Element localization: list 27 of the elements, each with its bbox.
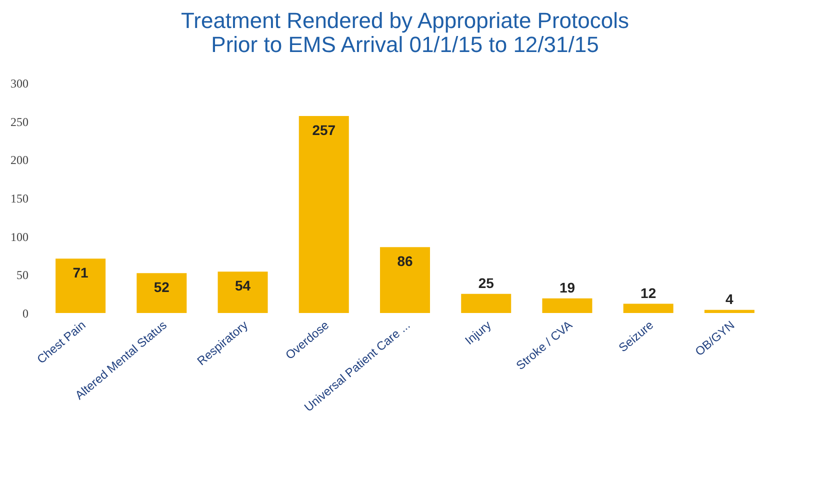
data-label: 52 [154, 279, 170, 296]
bar [704, 310, 754, 313]
bar [380, 247, 430, 313]
bar [298, 116, 349, 313]
y-tick-label: 100 [10, 230, 28, 244]
y-tick-label: 250 [10, 114, 28, 129]
text: Treatment Rendered by Appropriate Protocols [181, 8, 629, 33]
data-label: 25 [478, 274, 494, 291]
data-label: 257 [312, 122, 336, 138]
data-label: 12 [640, 284, 656, 301]
bar [461, 294, 512, 313]
data-label: 54 [234, 278, 251, 294]
bar [136, 273, 187, 313]
bar [542, 298, 592, 313]
data-label: 4 [726, 290, 734, 307]
y-tick-label: 0 [22, 306, 28, 320]
data-label: 86 [397, 253, 413, 270]
y-tick-label: 150 [10, 192, 28, 206]
y-tick-label: 300 [10, 76, 28, 90]
bar [218, 272, 268, 313]
bar [56, 258, 106, 313]
y-tick-label: 50 [16, 268, 28, 282]
data-label: 71 [72, 264, 89, 281]
y-tick-label: 200 [10, 153, 28, 168]
text: Prior to EMS Arrival 01/1/15 to 12/31/15 [211, 32, 599, 57]
data-label: 19 [559, 279, 576, 296]
bar [623, 304, 674, 313]
